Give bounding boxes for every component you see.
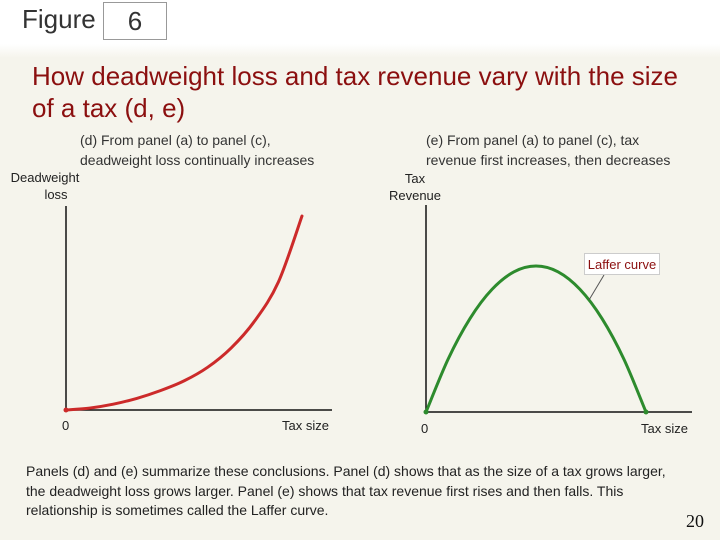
panel-e-title-line1: (e) From panel (a) to panel (c), tax bbox=[426, 132, 640, 148]
panel-d-curve bbox=[64, 214, 304, 412]
laffer-callout-leader bbox=[588, 274, 605, 301]
panel-d-title-line1: (d) From panel (a) to panel (c), bbox=[80, 132, 271, 148]
page-title: How deadweight loss and tax revenue vary… bbox=[32, 61, 679, 123]
figure-number: 6 bbox=[103, 2, 167, 40]
panel-e-ylabel: Tax Revenue bbox=[380, 170, 450, 204]
panel-e-end-point bbox=[643, 409, 649, 415]
panel-d-origin-point bbox=[63, 407, 69, 413]
panel-e-origin-label: 0 bbox=[421, 421, 429, 436]
panel-d-xlabel: Tax size bbox=[282, 418, 329, 433]
panel-e-curve bbox=[424, 264, 648, 414]
header-band-fade bbox=[0, 44, 720, 58]
page-number: 20 bbox=[686, 511, 704, 531]
panel-d-ylabel-line2: loss bbox=[44, 187, 68, 202]
panel-e-title: (e) From panel (a) to panel (c), tax rev… bbox=[426, 130, 670, 170]
panel-d-origin-label: 0 bbox=[62, 418, 70, 433]
panel-d-ylabel: Deadweight loss bbox=[2, 169, 88, 203]
panel-e-title-line2: revenue first increases, then decreases bbox=[426, 152, 671, 168]
laffer-curve-annotation: Laffer curve bbox=[584, 253, 660, 275]
panel-e-ylabel-line1: Tax bbox=[404, 171, 426, 186]
panel-e-origin-point bbox=[423, 409, 429, 415]
panel-e-xlabel: Tax size bbox=[641, 421, 688, 436]
figure-label: Figure bbox=[22, 4, 96, 34]
panel-d-title-line2: deadweight loss continually increases bbox=[80, 152, 315, 168]
panel-d-ylabel-line1: Deadweight bbox=[10, 170, 80, 185]
description-text: Panels (d) and (e) summarize these concl… bbox=[26, 463, 666, 518]
panel-e-ylabel-line2: Revenue bbox=[388, 188, 442, 203]
panel-d-title: (d) From panel (a) to panel (c), deadwei… bbox=[80, 130, 314, 170]
